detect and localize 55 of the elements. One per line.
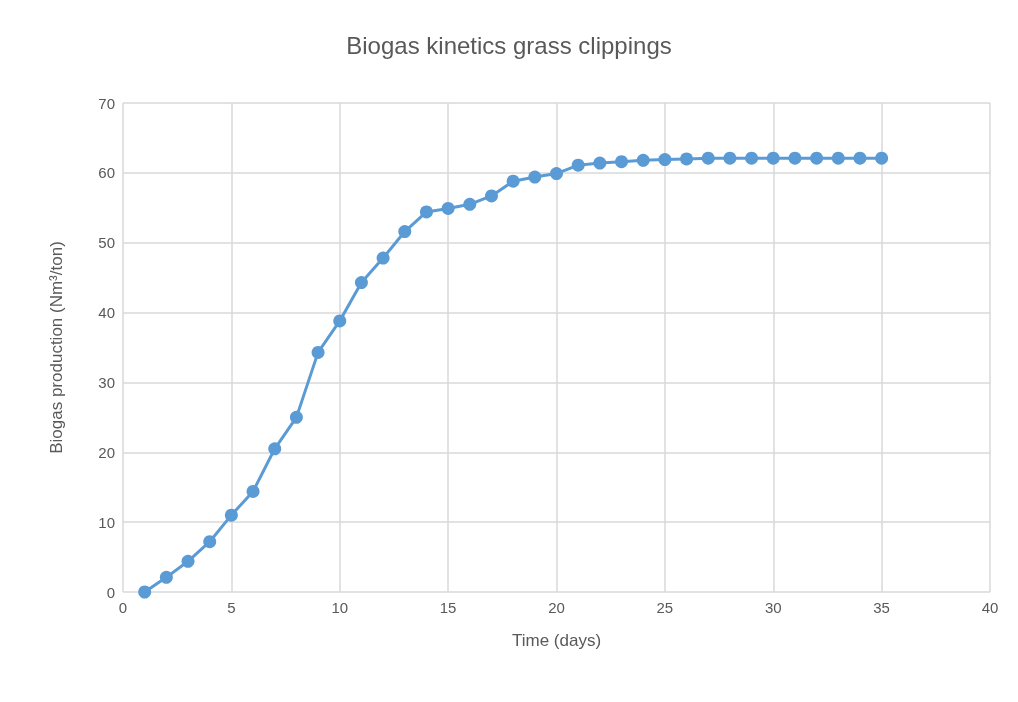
point xyxy=(636,153,650,167)
x-tick-label: 5 xyxy=(227,599,236,616)
point xyxy=(593,156,607,170)
point xyxy=(875,151,889,165)
point xyxy=(419,205,433,219)
x-axis-title: Time (days) xyxy=(511,631,602,650)
point xyxy=(138,585,152,599)
y-tick-label: 0 xyxy=(106,583,115,601)
y-tick-label: 50 xyxy=(98,234,115,252)
x-tick-label: 0 xyxy=(118,599,128,616)
point xyxy=(354,276,368,290)
point xyxy=(224,508,238,522)
point xyxy=(333,314,347,328)
y-tick-label: 30 xyxy=(98,373,115,391)
chart-title: Biogas kinetics grass clippings xyxy=(346,31,672,59)
point xyxy=(571,158,585,172)
x-tick-label: 10 xyxy=(331,599,349,616)
point xyxy=(528,170,542,184)
point xyxy=(203,535,217,549)
y-tick-label: 70 xyxy=(98,94,115,112)
point xyxy=(745,151,759,165)
x-tick-label: 20 xyxy=(548,599,565,616)
point xyxy=(550,167,563,181)
x-tick-label: 35 xyxy=(873,599,890,616)
x-tick-label: 40 xyxy=(981,599,999,616)
x-tick-label: 30 xyxy=(764,599,782,616)
y-tick-label: 10 xyxy=(98,513,115,531)
point xyxy=(658,153,672,167)
y-tick-label: 20 xyxy=(98,443,115,461)
point xyxy=(311,345,325,359)
point xyxy=(484,189,498,203)
y-tick-label: 40 xyxy=(98,304,115,322)
point xyxy=(463,197,477,211)
point xyxy=(289,410,303,424)
point xyxy=(701,151,715,165)
point xyxy=(181,554,195,568)
point xyxy=(853,151,867,165)
point xyxy=(268,442,282,456)
point xyxy=(506,174,520,188)
x-tick-label: 25 xyxy=(656,599,674,616)
point xyxy=(766,151,780,165)
point xyxy=(376,251,390,265)
point xyxy=(788,151,802,165)
point xyxy=(398,225,412,239)
point xyxy=(615,155,629,169)
point xyxy=(831,151,845,165)
x-tick-label: 15 xyxy=(439,599,457,616)
point xyxy=(159,570,173,584)
point xyxy=(723,151,737,165)
point xyxy=(441,201,455,215)
point xyxy=(680,152,694,166)
point xyxy=(246,484,260,498)
y-tick-label: 60 xyxy=(98,164,115,182)
y-axis-title: Biogas production (Nm³/ton) xyxy=(47,241,66,454)
point xyxy=(810,151,824,165)
